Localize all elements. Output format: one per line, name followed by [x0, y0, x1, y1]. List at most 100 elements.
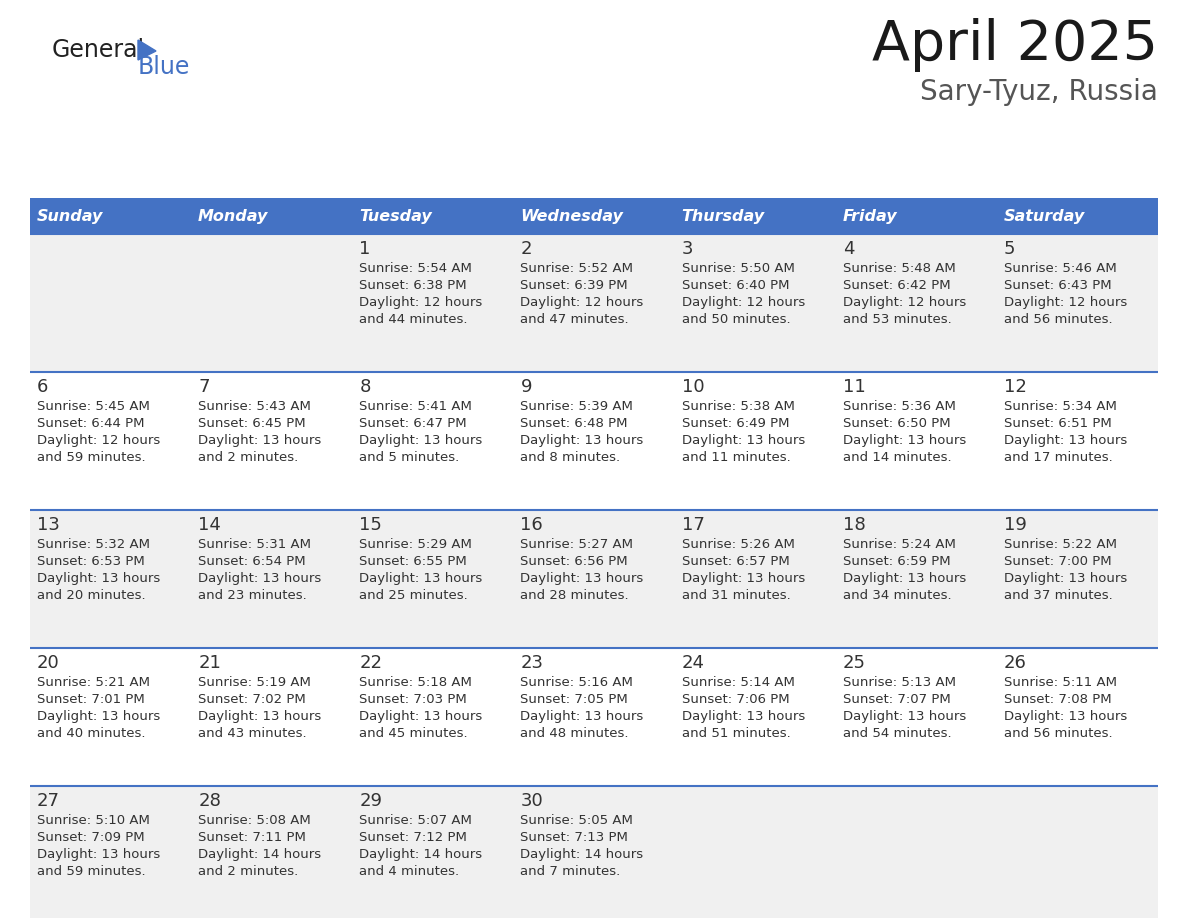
- Text: Sunrise: 5:07 AM: Sunrise: 5:07 AM: [359, 814, 472, 827]
- Text: Daylight: 13 hours: Daylight: 13 hours: [520, 434, 644, 447]
- Text: 20: 20: [37, 654, 59, 672]
- Text: 21: 21: [198, 654, 221, 672]
- Text: Daylight: 13 hours: Daylight: 13 hours: [842, 572, 966, 585]
- Text: Sunrise: 5:16 AM: Sunrise: 5:16 AM: [520, 676, 633, 689]
- Text: Sunset: 6:54 PM: Sunset: 6:54 PM: [198, 555, 305, 568]
- Text: Sunset: 6:47 PM: Sunset: 6:47 PM: [359, 417, 467, 430]
- Text: Sunrise: 5:29 AM: Sunrise: 5:29 AM: [359, 538, 472, 551]
- Text: Thursday: Thursday: [682, 208, 765, 223]
- Text: Sunrise: 5:43 AM: Sunrise: 5:43 AM: [198, 400, 311, 413]
- Text: Sunset: 6:42 PM: Sunset: 6:42 PM: [842, 279, 950, 292]
- Text: Sunrise: 5:19 AM: Sunrise: 5:19 AM: [198, 676, 311, 689]
- Text: and 56 minutes.: and 56 minutes.: [1004, 313, 1112, 326]
- Bar: [353, 198, 513, 234]
- Text: and 25 minutes.: and 25 minutes.: [359, 589, 468, 602]
- Text: Wednesday: Wednesday: [520, 208, 624, 223]
- Text: 7: 7: [198, 378, 209, 396]
- Text: Sunset: 7:09 PM: Sunset: 7:09 PM: [37, 831, 145, 844]
- Text: 25: 25: [842, 654, 866, 672]
- Text: Sunset: 6:55 PM: Sunset: 6:55 PM: [359, 555, 467, 568]
- Text: 26: 26: [1004, 654, 1026, 672]
- Text: Daylight: 13 hours: Daylight: 13 hours: [198, 572, 322, 585]
- Text: April 2025: April 2025: [872, 18, 1158, 72]
- Text: Daylight: 13 hours: Daylight: 13 hours: [520, 710, 644, 723]
- Text: Daylight: 13 hours: Daylight: 13 hours: [198, 710, 322, 723]
- Text: Sunrise: 5:52 AM: Sunrise: 5:52 AM: [520, 262, 633, 275]
- Text: and 59 minutes.: and 59 minutes.: [37, 865, 146, 878]
- Text: 4: 4: [842, 240, 854, 258]
- Text: 5: 5: [1004, 240, 1016, 258]
- Bar: [30, 648, 1158, 786]
- Text: Sunset: 6:57 PM: Sunset: 6:57 PM: [682, 555, 789, 568]
- Text: and 2 minutes.: and 2 minutes.: [198, 451, 298, 464]
- Text: Sunrise: 5:08 AM: Sunrise: 5:08 AM: [198, 814, 311, 827]
- Text: Sunset: 6:50 PM: Sunset: 6:50 PM: [842, 417, 950, 430]
- Bar: [30, 198, 191, 234]
- Text: Sunrise: 5:45 AM: Sunrise: 5:45 AM: [37, 400, 150, 413]
- Text: 23: 23: [520, 654, 543, 672]
- Text: Daylight: 13 hours: Daylight: 13 hours: [198, 434, 322, 447]
- Text: Sunset: 6:59 PM: Sunset: 6:59 PM: [842, 555, 950, 568]
- Text: 18: 18: [842, 516, 866, 534]
- Text: and 43 minutes.: and 43 minutes.: [198, 727, 307, 740]
- Text: and 28 minutes.: and 28 minutes.: [520, 589, 630, 602]
- Text: Sunset: 7:02 PM: Sunset: 7:02 PM: [198, 693, 305, 706]
- Text: and 56 minutes.: and 56 minutes.: [1004, 727, 1112, 740]
- Text: Daylight: 13 hours: Daylight: 13 hours: [37, 710, 160, 723]
- Text: and 45 minutes.: and 45 minutes.: [359, 727, 468, 740]
- Text: Sunset: 6:48 PM: Sunset: 6:48 PM: [520, 417, 628, 430]
- Text: Daylight: 13 hours: Daylight: 13 hours: [37, 848, 160, 861]
- Text: Sunrise: 5:14 AM: Sunrise: 5:14 AM: [682, 676, 795, 689]
- Text: Sunrise: 5:34 AM: Sunrise: 5:34 AM: [1004, 400, 1117, 413]
- Text: Sunrise: 5:13 AM: Sunrise: 5:13 AM: [842, 676, 955, 689]
- Text: Daylight: 13 hours: Daylight: 13 hours: [359, 434, 482, 447]
- Text: 11: 11: [842, 378, 866, 396]
- Text: Sunrise: 5:54 AM: Sunrise: 5:54 AM: [359, 262, 472, 275]
- Bar: [30, 372, 1158, 510]
- Text: and 5 minutes.: and 5 minutes.: [359, 451, 460, 464]
- Text: Sunset: 7:12 PM: Sunset: 7:12 PM: [359, 831, 467, 844]
- Text: Sunset: 6:44 PM: Sunset: 6:44 PM: [37, 417, 145, 430]
- Text: and 34 minutes.: and 34 minutes.: [842, 589, 952, 602]
- Text: Sunset: 6:45 PM: Sunset: 6:45 PM: [198, 417, 305, 430]
- Text: Blue: Blue: [138, 55, 190, 79]
- Bar: [675, 198, 835, 234]
- Text: 19: 19: [1004, 516, 1026, 534]
- Text: Sunset: 7:11 PM: Sunset: 7:11 PM: [198, 831, 307, 844]
- Text: and 4 minutes.: and 4 minutes.: [359, 865, 460, 878]
- Text: 14: 14: [198, 516, 221, 534]
- Text: 3: 3: [682, 240, 693, 258]
- Text: Sunrise: 5:39 AM: Sunrise: 5:39 AM: [520, 400, 633, 413]
- Text: 17: 17: [682, 516, 704, 534]
- Text: Saturday: Saturday: [1004, 208, 1085, 223]
- Text: Sunset: 7:03 PM: Sunset: 7:03 PM: [359, 693, 467, 706]
- Text: Daylight: 13 hours: Daylight: 13 hours: [520, 572, 644, 585]
- Text: 30: 30: [520, 792, 543, 810]
- Text: Sunset: 7:13 PM: Sunset: 7:13 PM: [520, 831, 628, 844]
- Text: Sunset: 6:49 PM: Sunset: 6:49 PM: [682, 417, 789, 430]
- Text: 10: 10: [682, 378, 704, 396]
- Text: Daylight: 12 hours: Daylight: 12 hours: [37, 434, 160, 447]
- Text: and 59 minutes.: and 59 minutes.: [37, 451, 146, 464]
- Text: and 23 minutes.: and 23 minutes.: [198, 589, 307, 602]
- Text: and 7 minutes.: and 7 minutes.: [520, 865, 620, 878]
- Text: Daylight: 12 hours: Daylight: 12 hours: [682, 296, 804, 309]
- Text: Sunset: 6:40 PM: Sunset: 6:40 PM: [682, 279, 789, 292]
- Text: and 20 minutes.: and 20 minutes.: [37, 589, 146, 602]
- Text: 16: 16: [520, 516, 543, 534]
- Text: Sunrise: 5:18 AM: Sunrise: 5:18 AM: [359, 676, 472, 689]
- Text: Sunrise: 5:05 AM: Sunrise: 5:05 AM: [520, 814, 633, 827]
- Bar: [30, 786, 1158, 918]
- Text: 28: 28: [198, 792, 221, 810]
- Text: Sunset: 7:00 PM: Sunset: 7:00 PM: [1004, 555, 1112, 568]
- Bar: [513, 198, 675, 234]
- Text: Sunrise: 5:11 AM: Sunrise: 5:11 AM: [1004, 676, 1117, 689]
- Text: Sunrise: 5:50 AM: Sunrise: 5:50 AM: [682, 262, 795, 275]
- Text: Sunrise: 5:24 AM: Sunrise: 5:24 AM: [842, 538, 955, 551]
- Text: 8: 8: [359, 378, 371, 396]
- Text: Daylight: 12 hours: Daylight: 12 hours: [842, 296, 966, 309]
- Text: Sunset: 6:39 PM: Sunset: 6:39 PM: [520, 279, 628, 292]
- Text: Sunrise: 5:41 AM: Sunrise: 5:41 AM: [359, 400, 472, 413]
- Text: General: General: [52, 38, 145, 62]
- Text: Daylight: 13 hours: Daylight: 13 hours: [842, 434, 966, 447]
